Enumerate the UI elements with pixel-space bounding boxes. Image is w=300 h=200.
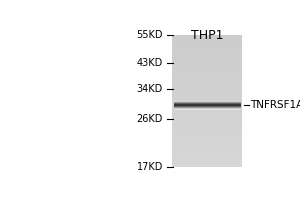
Bar xyxy=(172,164,242,166)
Bar xyxy=(172,116,242,118)
Bar xyxy=(172,38,242,40)
Bar xyxy=(172,139,242,141)
Bar xyxy=(172,161,242,162)
Bar xyxy=(172,99,242,101)
Bar xyxy=(172,111,242,113)
Bar xyxy=(172,131,242,132)
Bar xyxy=(172,89,242,91)
Bar xyxy=(172,159,242,161)
Bar xyxy=(173,105,241,106)
Bar xyxy=(172,119,242,121)
Bar xyxy=(172,137,242,139)
Bar xyxy=(172,156,242,157)
Bar xyxy=(172,73,242,75)
Bar xyxy=(172,78,242,79)
Bar xyxy=(172,126,242,127)
Bar xyxy=(172,51,242,53)
Bar xyxy=(172,109,242,111)
Bar xyxy=(172,104,242,106)
Bar xyxy=(172,96,242,98)
Bar xyxy=(172,127,242,129)
Bar xyxy=(172,68,242,70)
Bar xyxy=(172,146,242,147)
Bar xyxy=(172,108,242,109)
Text: THP1: THP1 xyxy=(191,29,224,42)
Bar xyxy=(172,103,242,104)
Bar xyxy=(172,66,242,68)
Bar xyxy=(173,101,241,102)
Bar xyxy=(172,63,242,65)
Bar xyxy=(172,60,242,61)
Bar xyxy=(172,157,242,159)
Bar xyxy=(173,107,241,108)
Bar xyxy=(172,50,242,51)
Bar xyxy=(172,166,242,167)
Bar xyxy=(172,152,242,154)
Bar xyxy=(172,84,242,86)
Bar xyxy=(172,56,242,58)
Bar xyxy=(172,94,242,96)
Bar xyxy=(172,81,242,83)
Bar xyxy=(172,121,242,123)
Bar xyxy=(172,144,242,146)
Bar xyxy=(172,45,242,46)
Bar xyxy=(172,53,242,55)
Bar xyxy=(173,104,241,105)
Bar xyxy=(172,134,242,136)
Bar xyxy=(172,123,242,124)
Bar xyxy=(172,91,242,93)
Bar xyxy=(172,98,242,99)
Bar xyxy=(172,113,242,114)
Bar xyxy=(172,43,242,45)
Bar xyxy=(172,41,242,43)
Bar xyxy=(172,154,242,156)
Bar xyxy=(172,88,242,89)
Bar xyxy=(172,86,242,88)
Bar xyxy=(172,76,242,78)
Bar xyxy=(172,132,242,134)
Bar xyxy=(172,35,242,36)
Bar xyxy=(172,141,242,142)
Bar xyxy=(173,102,241,103)
Bar xyxy=(172,118,242,119)
Bar xyxy=(172,40,242,41)
Bar xyxy=(172,65,242,66)
Bar xyxy=(172,58,242,60)
Bar xyxy=(172,93,242,94)
Bar xyxy=(172,147,242,149)
Bar xyxy=(172,101,242,103)
Bar xyxy=(172,142,242,144)
Bar xyxy=(172,75,242,76)
Bar xyxy=(172,55,242,56)
Bar xyxy=(173,106,241,107)
Text: 26KD: 26KD xyxy=(137,114,163,124)
Bar xyxy=(172,151,242,152)
Bar xyxy=(172,48,242,50)
Text: TNFRSF1A: TNFRSF1A xyxy=(250,100,300,110)
Bar xyxy=(172,71,242,73)
Bar xyxy=(172,149,242,151)
Bar xyxy=(173,108,241,109)
Bar xyxy=(172,79,242,81)
Bar xyxy=(172,36,242,38)
Text: 55KD: 55KD xyxy=(136,30,163,40)
Bar xyxy=(172,61,242,63)
Bar xyxy=(172,114,242,116)
Bar xyxy=(172,106,242,108)
Bar xyxy=(173,109,241,110)
Text: 43KD: 43KD xyxy=(137,58,163,68)
Bar xyxy=(172,129,242,131)
Text: 17KD: 17KD xyxy=(137,162,163,172)
Bar xyxy=(172,70,242,71)
Bar xyxy=(172,162,242,164)
Text: 34KD: 34KD xyxy=(137,84,163,94)
Bar xyxy=(172,46,242,48)
Bar xyxy=(173,103,241,104)
Bar xyxy=(172,83,242,84)
Bar xyxy=(172,136,242,137)
Bar xyxy=(172,124,242,126)
